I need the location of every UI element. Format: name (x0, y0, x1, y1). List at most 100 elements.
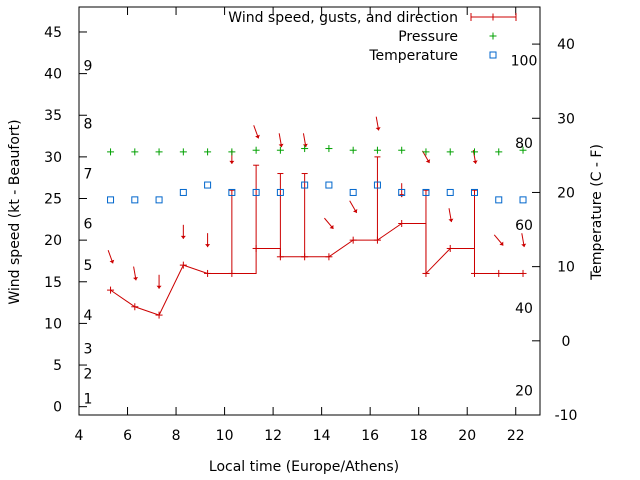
temperature-point (373, 181, 381, 189)
x-tick-label: 14 (313, 428, 331, 444)
y-tick-label-left: 20 (44, 233, 62, 249)
arrow-head (353, 209, 358, 213)
arrow-head (109, 259, 115, 264)
pressure-point (179, 148, 187, 156)
wind-speed-point (252, 244, 260, 252)
arrow-head (180, 235, 186, 239)
x-axis-label: Local time (Europe/Athens) (209, 459, 399, 475)
wind-direction-arrow (180, 224, 186, 239)
arrow-head (302, 143, 308, 148)
y-tick-label-left: 15 (44, 275, 62, 291)
wind-direction-arrow (156, 274, 162, 289)
arrow-head (133, 276, 138, 281)
wind-direction-arrow (133, 266, 138, 281)
pressure-point (107, 148, 115, 156)
temperature-point (131, 196, 139, 204)
arrow-head (499, 241, 504, 246)
pressure-point (470, 148, 478, 156)
pressure-point (446, 148, 454, 156)
x-tick-label: 12 (264, 428, 282, 444)
x-tick-label: 20 (458, 428, 476, 444)
pressure-point (252, 146, 260, 154)
legend-temperature-point (489, 51, 497, 59)
temperature-point (325, 181, 333, 189)
arrow-head (448, 218, 454, 223)
wind-speed-point (325, 253, 333, 261)
arrow-head (229, 160, 235, 164)
legend-wind-point (489, 13, 497, 21)
right-axis: -10 0 10 20 30 40 (532, 37, 577, 424)
temperature-point (519, 196, 527, 204)
y-tick-label-left: 30 (44, 150, 62, 166)
legend-label-pressure: Pressure (398, 29, 458, 45)
temperature-point (301, 181, 309, 189)
beaufort-label: 5 (84, 258, 93, 274)
wind-speed-point (519, 269, 527, 277)
x-tick-label: 6 (123, 428, 132, 444)
fahrenheit-label: 80 (515, 136, 533, 152)
series-layer (107, 116, 527, 319)
arrow-head (375, 127, 381, 131)
beaufort-label: 7 (84, 167, 93, 183)
x-tick-label: 4 (75, 428, 84, 444)
y-tick-label-left: 5 (53, 358, 62, 374)
x-tick-label: 22 (507, 428, 525, 444)
pressure-point (228, 148, 236, 156)
wind-speed-point (446, 244, 454, 252)
beaufort-label: 4 (84, 308, 93, 324)
arrow-head (521, 243, 527, 248)
y-tick-label-left: 25 (44, 192, 62, 208)
pressure-point (301, 145, 309, 153)
plot-frame (78, 6, 541, 416)
fahrenheit-label: 40 (515, 301, 533, 317)
arrow-head (156, 285, 162, 289)
temperature-point (422, 188, 430, 196)
y-tick-label-right: 0 (562, 334, 571, 350)
beaufort-label: 9 (84, 58, 93, 74)
wind-direction-arrow (493, 234, 504, 246)
pressure-point (325, 145, 333, 153)
wind-direction-arrow (448, 208, 454, 223)
wind-speed-point (228, 269, 236, 277)
y-tick-label-right: 20 (557, 185, 575, 201)
y-tick-label-left: 0 (53, 400, 62, 416)
wind-direction-arrow (521, 233, 527, 248)
beaufort-label: 1 (84, 391, 93, 407)
arrow-head (205, 244, 211, 248)
wind-speed-point (495, 269, 503, 277)
fahrenheit-label: 100 (511, 53, 538, 69)
arrow-head (255, 134, 260, 139)
y-tick-label-left: 45 (44, 25, 62, 41)
pressure-point (276, 146, 284, 154)
legend-label-wind: Wind speed, gusts, and direction (228, 10, 458, 26)
beaufort-label: 6 (84, 216, 93, 232)
wind-speed-point (301, 253, 309, 261)
temperature-point (470, 188, 478, 196)
x-axis: 4 6 8 10 12 14 16 18 20 22 (75, 7, 525, 444)
wind-speed-point (204, 269, 212, 277)
y-tick-label-left: 10 (44, 316, 62, 332)
wind-speed-point (398, 219, 406, 227)
temperature-point (107, 196, 115, 204)
left-axis: 0 5 10 15 20 25 30 35 40 45 (44, 25, 87, 416)
wind-direction-arrow (107, 250, 115, 264)
wind-speed-point (179, 261, 187, 269)
legend: Wind speed, gusts, and direction Pressur… (228, 10, 517, 64)
pressure-point (373, 146, 381, 154)
wind-speed-point (155, 311, 163, 319)
pressure-point (349, 146, 357, 154)
y-axis-label-left: Wind speed (kt - Beaufort) (7, 119, 23, 304)
wind-direction-arrow (375, 116, 381, 131)
arrow-head (278, 143, 284, 148)
wind-direction-arrow (205, 233, 211, 248)
legend-symbol-temperature (489, 51, 497, 59)
temperature-point (276, 188, 284, 196)
wind-speed-point (107, 286, 115, 294)
x-tick-label: 18 (410, 428, 428, 444)
legend-symbol-wind (470, 13, 517, 21)
wind-speed-line (110, 222, 524, 316)
wind-speed-point (131, 303, 139, 311)
y-tick-label-right: 30 (557, 111, 575, 127)
beaufort-label: 8 (84, 117, 93, 133)
legend-symbol-pressure (489, 32, 497, 40)
